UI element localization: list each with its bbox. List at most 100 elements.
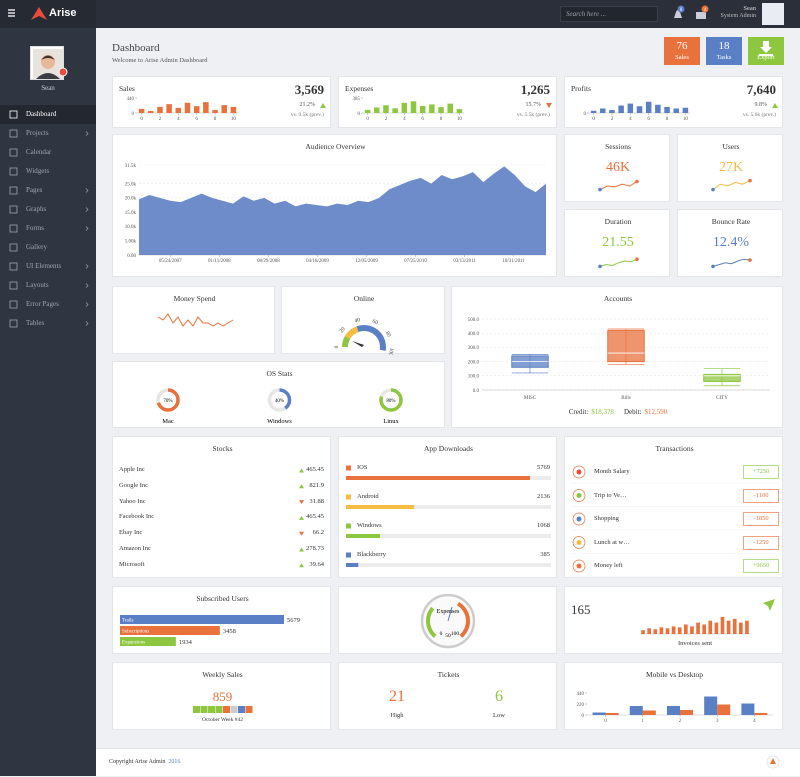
bar (684, 624, 688, 634)
stat-compare: vs. 9.5k (prev.) (290, 112, 324, 118)
gauge-tick-label: 40 (354, 317, 361, 324)
transaction-icon (572, 559, 586, 573)
x-tick-label: 0 (604, 719, 607, 724)
trend-arrow (546, 103, 552, 108)
profile-name: Sean (41, 84, 55, 92)
point (635, 179, 639, 184)
app-value: 1068 (537, 522, 550, 529)
mail-icon (696, 12, 706, 19)
graphic (9, 110, 18, 119)
bar (704, 696, 718, 715)
app-value: 385 (540, 551, 550, 558)
menu-item[interactable]: Pages (0, 181, 96, 200)
kpi-card: Users 27K (677, 134, 783, 202)
x-tick-label: 8 (666, 117, 669, 122)
progress-track (346, 534, 551, 538)
menu-label: Projects (26, 129, 49, 137)
y-tick-label: 400.0 (468, 332, 480, 337)
bar (401, 102, 408, 113)
top-bar: 8 4 Arise Search here ... Sean System Admin (0, 0, 800, 28)
bar (193, 106, 200, 113)
card-title: App Downloads (424, 444, 473, 453)
stat-change: 15.7% (525, 102, 542, 108)
transaction-amount: -1250 (743, 535, 779, 550)
menu-item[interactable]: Widgets (0, 162, 96, 181)
scroll-top-icon (770, 758, 776, 764)
card-title: Accounts (603, 294, 633, 303)
user-avatar (762, 3, 784, 25)
menu-item[interactable]: Graphs (0, 200, 96, 219)
x-tick-label: 4 (629, 117, 632, 122)
x-tick-label: 4 (177, 117, 180, 122)
bar (645, 101, 652, 113)
menu-icon (9, 243, 18, 252)
button-label: Tasks (716, 54, 732, 61)
bar (739, 622, 743, 634)
menu-item[interactable]: Projects (0, 124, 96, 143)
stat-card: Profits 7,640 9.8% vs. 5.6k (prev.) 0 0 2 4 6 8 10 (564, 76, 783, 128)
graphic (9, 148, 18, 157)
menu-item[interactable]: Error Pages (0, 295, 96, 314)
stock-name: Microsoft (119, 560, 145, 568)
stock-trend (299, 515, 304, 520)
debit-value: $12,590 (644, 408, 668, 416)
bar (666, 706, 680, 715)
gauge-tick-label: 100 (387, 347, 394, 355)
bar (636, 106, 643, 113)
bar (374, 107, 380, 113)
search-box[interactable]: Search here ... (560, 6, 658, 22)
invoices-value: 165 (571, 602, 591, 617)
point (635, 257, 639, 261)
page-title: Dashboard (112, 42, 160, 54)
bar (714, 622, 719, 634)
menu-item[interactable]: Tables (0, 314, 96, 333)
invoices-card: 165 Invoices sent (564, 586, 783, 654)
bar (642, 710, 656, 715)
bar (383, 105, 389, 113)
menu-item[interactable]: Dashboard (0, 105, 96, 124)
profile-photo (30, 46, 64, 80)
accounts-card: Accounts 0.0 100.0 200.0 300.0 400.0 500.0 MISC… (451, 286, 783, 428)
logo: Arise (49, 7, 77, 19)
menu-item[interactable]: UI Elements (0, 257, 96, 276)
line (157, 313, 234, 327)
stocks-card: Stocks Apple Inc 465.45 Google Inc 821.9 Yaho… (112, 436, 331, 578)
week-block (208, 706, 215, 713)
graphic (58, 67, 68, 77)
x-tick-label: Bills (621, 396, 631, 401)
accounts-totals: Credit: $18,378 Debit: $12,590 (452, 408, 784, 416)
photo-body (36, 73, 60, 79)
gauge-tick-label: 0 (334, 345, 340, 348)
x-tick-label: 10 (683, 117, 689, 122)
menu-label: Gallery (26, 243, 47, 251)
point (711, 187, 715, 192)
y-tick-label: 5.00k (125, 239, 137, 244)
bar (157, 106, 163, 113)
x-tick-label: 01/11/2008 (208, 259, 231, 264)
header-button[interactable]: 76 Sales (664, 37, 700, 65)
header-button[interactable]: Export (748, 37, 784, 65)
bar (682, 107, 689, 113)
graphic: 0 385 0 2 4 6 8 10 (353, 97, 552, 122)
transaction-icon (572, 536, 586, 549)
button-label: Export (757, 54, 775, 61)
gauge-tick-label: 50 (445, 633, 451, 639)
page-subtitle: Welcome to Arise Admin Dashboard (112, 57, 208, 64)
menu-item[interactable]: Layouts (0, 276, 96, 295)
os-name: Linux (383, 418, 399, 425)
bar (392, 108, 398, 113)
bar (221, 105, 227, 113)
header-button[interactable]: 18 Tasks (706, 37, 742, 65)
graphic (9, 300, 89, 309)
menu-item[interactable]: Gallery (0, 238, 96, 257)
kpi-value: 27K (718, 160, 744, 175)
graphic (598, 257, 639, 269)
graphic (759, 41, 773, 56)
transaction-icon (576, 563, 582, 569)
card-title: Tickets (437, 670, 460, 679)
menu-label: Calendar (26, 148, 52, 156)
menu-item[interactable]: Forms (0, 219, 96, 238)
menu-item[interactable]: Calendar (0, 143, 96, 162)
bar (745, 620, 749, 634)
